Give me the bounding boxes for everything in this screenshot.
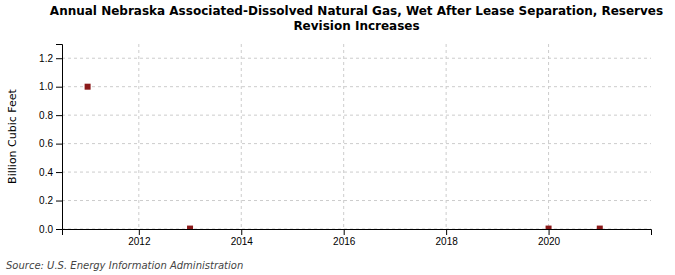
point <box>187 226 193 229</box>
tick-mark <box>56 115 62 116</box>
tick: 2018 <box>436 229 459 247</box>
axis-line <box>56 45 63 230</box>
grid-line <box>343 44 344 229</box>
tick-label: 0.4 <box>39 167 53 178</box>
grid <box>62 44 651 229</box>
y-axis: 0.0 0.2 0.4 0.6 0.8 1.0 1.2 <box>39 45 62 235</box>
tick: 0.0 <box>39 224 62 235</box>
tick-mark <box>241 229 242 235</box>
tick-label: 0.8 <box>39 110 53 121</box>
tick-label: 1.0 <box>39 81 53 92</box>
tick-mark <box>56 144 62 145</box>
tick-mark <box>56 172 62 173</box>
grid-line <box>62 58 651 59</box>
point <box>597 226 603 229</box>
tick-mark <box>56 58 62 59</box>
tick-mark <box>549 229 550 235</box>
axis-line <box>63 230 652 236</box>
grid-line <box>62 86 651 87</box>
tick-mark <box>56 229 62 230</box>
tick-label: 0.2 <box>39 195 53 206</box>
tick-label: 2012 <box>128 236 151 247</box>
grid-line <box>548 44 549 229</box>
tick-mark <box>139 229 140 235</box>
tick-label: 2016 <box>333 236 356 247</box>
tick: 1.2 <box>39 53 62 64</box>
tick-mark <box>56 201 62 202</box>
tick: 2014 <box>231 229 254 247</box>
grid-line <box>446 44 447 229</box>
grid-line <box>138 44 139 229</box>
tick-mark <box>446 229 447 235</box>
grid-line <box>62 200 651 201</box>
tick: 2016 <box>333 229 356 247</box>
tick: 2020 <box>538 229 561 247</box>
title: Annual Nebraska Associated-Dissolved Nat… <box>50 4 663 33</box>
tick: 0.4 <box>39 167 62 178</box>
annotation: Source: U.S. Energy Information Administ… <box>6 260 243 271</box>
grid-line <box>62 172 651 173</box>
tick: 0.8 <box>39 110 62 121</box>
tick: 0.6 <box>39 138 62 149</box>
tick: 1.0 <box>39 81 62 92</box>
point <box>546 226 552 229</box>
chart: 2012 2014 2016 2018 2020 0.0 0.2 0.4 0.6 0.8 1.0 1.… <box>0 0 675 275</box>
tick-mark <box>56 87 62 88</box>
y-axis-label: Billion Cubic Feet <box>6 88 19 183</box>
grid-line <box>241 44 242 229</box>
tick-label: 2020 <box>538 236 561 247</box>
plot-area: 2012 2014 2016 2018 2020 0.0 0.2 0.4 0.6 0.8 1.0 1.… <box>39 44 651 247</box>
tick-label: 2014 <box>231 236 254 247</box>
tick: 0.2 <box>39 195 62 206</box>
tick: 2012 <box>128 229 151 247</box>
tick-label: 1.2 <box>39 53 53 64</box>
tick-label: 2018 <box>436 236 459 247</box>
x-axis: 2012 2014 2016 2018 2020 <box>63 229 652 247</box>
tick-mark <box>344 229 345 235</box>
point <box>85 84 91 90</box>
tick-label: 0.0 <box>39 224 53 235</box>
tick-label: 0.6 <box>39 138 53 149</box>
points <box>85 84 603 229</box>
grid-line <box>62 143 651 144</box>
grid-line <box>62 115 651 116</box>
